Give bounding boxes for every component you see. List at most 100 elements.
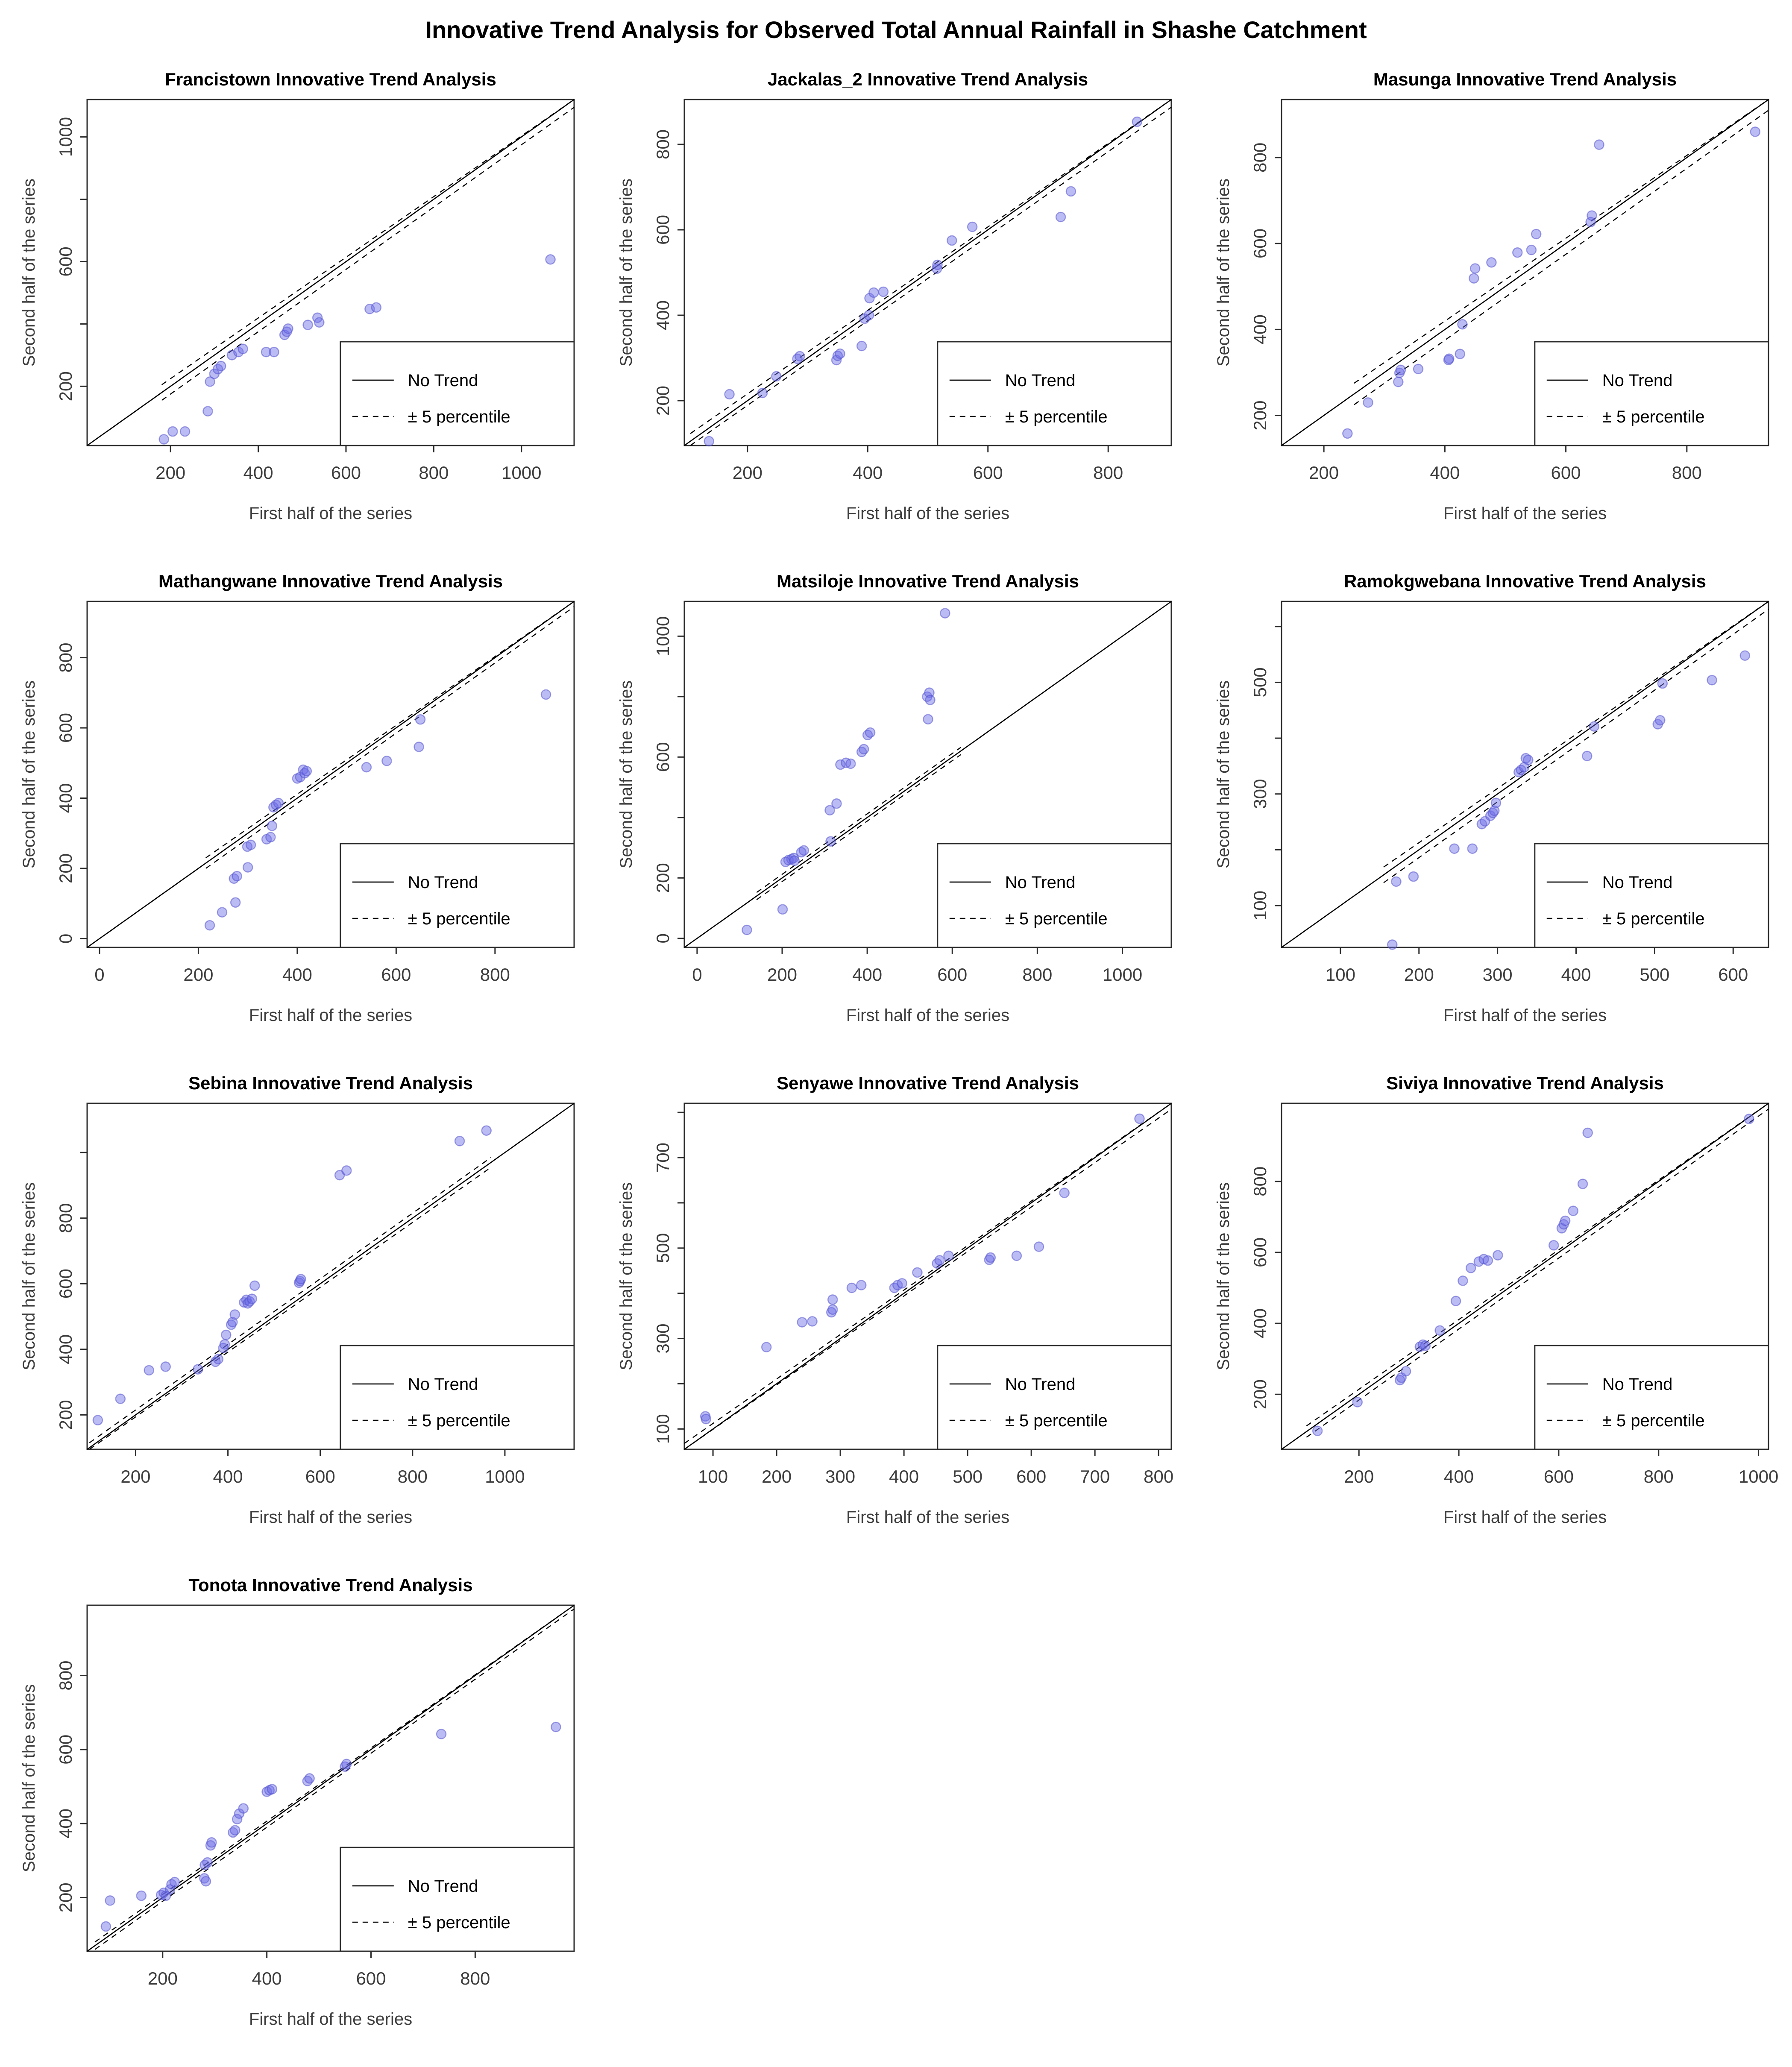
plot-jackalas_2: Jackalas_2 Innovative Trend Analysis 200 4… xyxy=(617,69,1172,523)
data-point xyxy=(551,1721,561,1733)
percentile-band-lower xyxy=(1354,110,1769,405)
x-axis-label: First half of the series xyxy=(249,504,412,523)
legend-no-trend-label: No Trend xyxy=(1005,873,1076,892)
data-point xyxy=(1033,1241,1044,1252)
legend-percentile-label: ± 5 percentile xyxy=(1005,1411,1108,1430)
y-tick-label: 500 xyxy=(653,1233,673,1263)
x-tick-label: 0 xyxy=(692,965,702,985)
percentile-band-upper xyxy=(756,747,961,893)
legend-percentile-label: ± 5 percentile xyxy=(408,1913,510,1932)
x-tick-label: 600 xyxy=(305,1466,335,1486)
data-point xyxy=(301,765,312,777)
points-group xyxy=(704,116,1143,447)
data-point xyxy=(304,1773,315,1784)
data-point xyxy=(454,1136,465,1146)
data-point xyxy=(341,1759,352,1769)
y-tick-label: 600 xyxy=(56,1735,76,1765)
legend-box xyxy=(1534,843,1769,948)
data-point xyxy=(1739,650,1751,661)
percentile-band-lower xyxy=(1383,609,1769,883)
data-point xyxy=(371,302,382,313)
x-tick-label: 200 xyxy=(762,1466,792,1486)
y-tick-label: 400 xyxy=(56,783,76,813)
data-point xyxy=(897,1278,907,1289)
data-point xyxy=(846,1282,857,1293)
data-point xyxy=(545,254,556,265)
data-point xyxy=(704,436,714,447)
data-point xyxy=(1486,257,1497,268)
y-tick-label: 600 xyxy=(1250,1237,1270,1267)
data-point xyxy=(221,1329,232,1340)
data-point xyxy=(160,1361,171,1372)
data-point xyxy=(1512,247,1523,258)
y-tick-label: 800 xyxy=(56,1661,76,1691)
x-tick-label: 200 xyxy=(1404,965,1434,985)
x-tick-label: 100 xyxy=(698,1466,728,1486)
plot-cell-tonota: Tonota Innovative Trend Analysis 200 400 60… xyxy=(0,1565,597,2067)
plot-box xyxy=(683,1102,1172,1450)
data-point xyxy=(794,351,805,362)
data-point xyxy=(202,1857,213,1868)
x-tick-label: 200 xyxy=(1344,1466,1374,1486)
data-point xyxy=(1420,1340,1431,1351)
points-group xyxy=(158,254,556,445)
legend-no-trend-label: No Trend xyxy=(408,371,478,390)
x-tick-label: 500 xyxy=(953,1466,983,1486)
data-point xyxy=(923,714,933,725)
points-group xyxy=(742,608,950,935)
plot-box xyxy=(86,1102,575,1450)
data-point xyxy=(167,426,178,437)
data-point xyxy=(144,1365,155,1376)
data-point xyxy=(238,1803,249,1814)
data-point xyxy=(202,406,213,416)
data-point xyxy=(215,361,226,372)
data-point xyxy=(865,727,876,738)
data-point xyxy=(230,1825,240,1835)
y-tick-label: 600 xyxy=(653,215,673,245)
data-point xyxy=(797,1317,807,1328)
y-tick-label: 800 xyxy=(56,643,76,673)
data-point xyxy=(115,1393,126,1404)
data-point xyxy=(825,836,836,847)
y-tick-label: 800 xyxy=(1250,143,1270,173)
plot-box xyxy=(1281,99,1769,446)
y-tick-label: 600 xyxy=(56,1269,76,1299)
x-tick-label: 400 xyxy=(252,1968,282,1988)
data-point xyxy=(314,317,325,328)
percentile-band-lower xyxy=(756,754,961,900)
data-point xyxy=(868,287,879,298)
x-axis-label: First half of the series xyxy=(1443,1006,1607,1025)
data-point xyxy=(105,1895,115,1906)
x-tick-label: 200 xyxy=(733,463,763,483)
points-group xyxy=(92,1125,492,1425)
plot-cell-siviya: Siviya Innovative Trend Analysis 200 400 60… xyxy=(1194,1063,1792,1565)
data-point xyxy=(1577,1179,1588,1189)
x-axis-label: First half of the series xyxy=(1443,1508,1607,1527)
data-point xyxy=(100,1921,111,1932)
points-group xyxy=(700,1113,1145,1425)
x-tick-label: 400 xyxy=(853,463,883,483)
data-point xyxy=(1450,1296,1461,1306)
legend-box xyxy=(937,1345,1172,1450)
y-tick-label: 100 xyxy=(653,1414,673,1444)
plot-masunga: Masunga Innovative Trend Analysis 200 400 6… xyxy=(1214,69,1769,523)
data-point xyxy=(179,426,191,437)
data-point xyxy=(1467,843,1478,854)
x-tick-label: 600 xyxy=(381,965,411,985)
data-point xyxy=(761,1342,772,1352)
y-tick-label: 100 xyxy=(1250,891,1270,921)
data-point xyxy=(1587,210,1597,221)
data-point xyxy=(213,1354,224,1365)
x-axis-label: First half of the series xyxy=(846,504,1009,523)
y-tick-label: 0 xyxy=(56,934,76,944)
x-tick-label: 400 xyxy=(243,463,273,483)
x-tick-label: 1000 xyxy=(485,1466,525,1486)
plot-cell-francistown: Francistown Innovative Trend Analysis 200… xyxy=(0,59,597,561)
data-point xyxy=(1469,263,1481,274)
points-group xyxy=(1342,126,1761,439)
y-tick-label: 200 xyxy=(56,1400,76,1430)
data-point xyxy=(1489,805,1500,816)
data-point xyxy=(1526,244,1537,255)
plot-matsiloje: Matsiloje Innovative Trend Analysis 0 200 4… xyxy=(617,571,1172,1025)
y-tick-label: 600 xyxy=(56,713,76,743)
